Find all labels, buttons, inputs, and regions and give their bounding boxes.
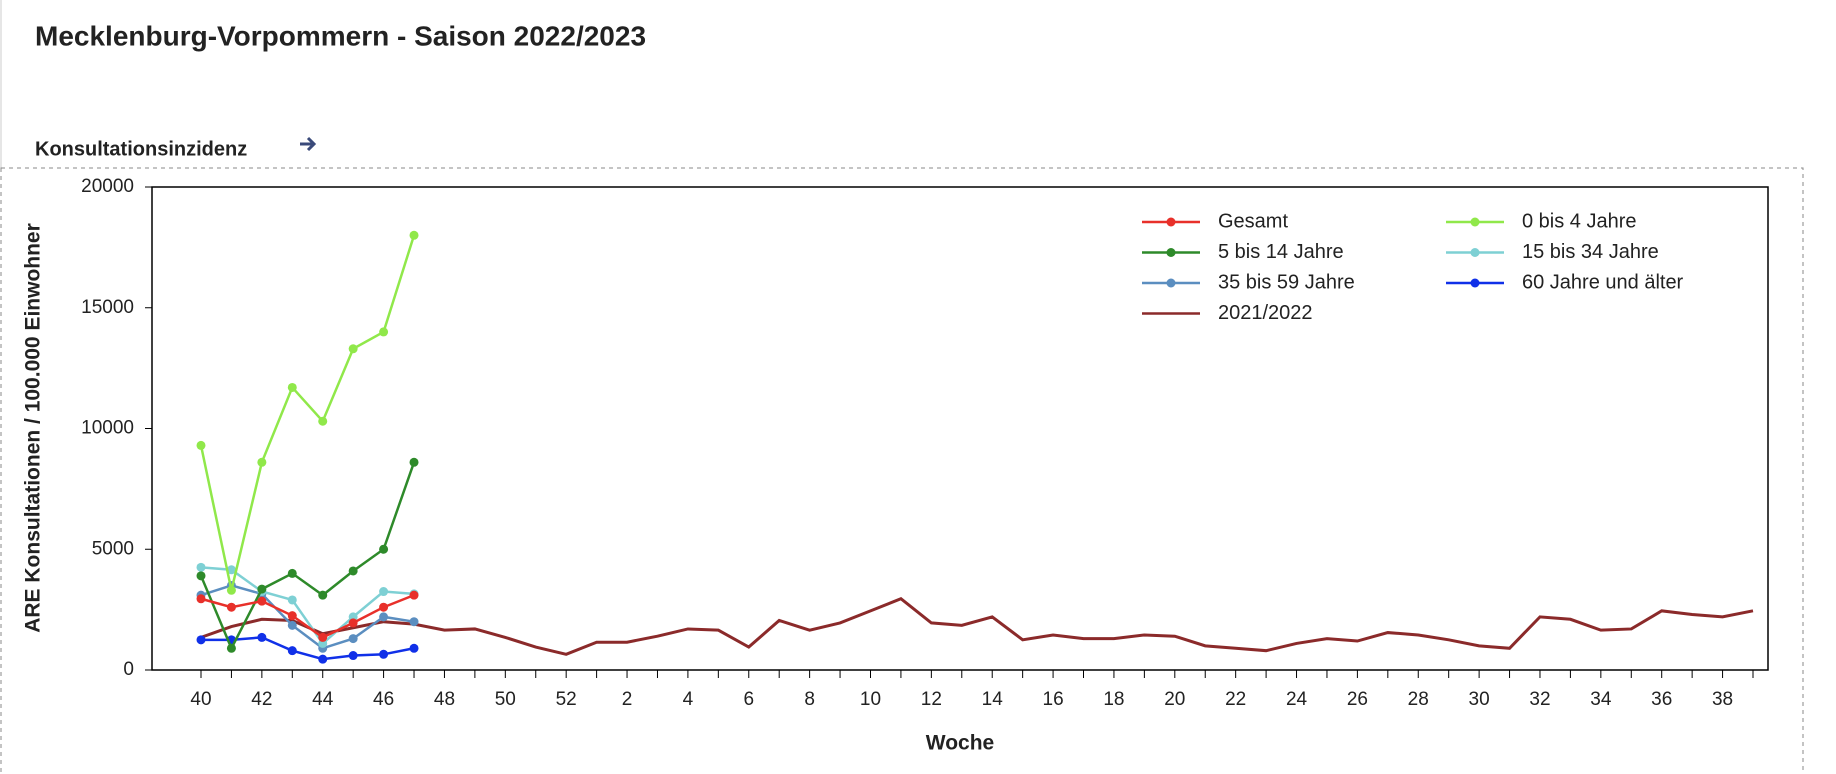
data-point <box>287 568 297 578</box>
data-point <box>409 230 419 240</box>
x-tick-label: 20 <box>1164 689 1185 710</box>
x-tick-label: 10 <box>860 689 881 710</box>
legend-label: 2021/2022 <box>1218 302 1313 324</box>
data-point <box>318 416 328 426</box>
section-link[interactable]: Konsultationsinzidenz <box>35 138 247 160</box>
legend-label: 15 bis 34 Jahre <box>1522 241 1659 263</box>
y-axis-title: ARE Konsultationen / 100.000 Einwohner <box>22 223 45 633</box>
x-tick-label: 28 <box>1408 689 1429 710</box>
x-tick-label: 36 <box>1651 689 1672 710</box>
legend-marker <box>1470 278 1480 288</box>
data-point <box>379 649 389 659</box>
series-line <box>199 461 416 652</box>
x-tick-label: 16 <box>1043 689 1064 710</box>
data-point <box>196 594 206 604</box>
x-axis-title: Woche <box>926 732 994 755</box>
data-point <box>226 585 236 595</box>
x-tick-label: 22 <box>1225 689 1246 710</box>
legend-marker <box>1166 278 1176 288</box>
x-tick-label: 50 <box>495 689 516 710</box>
data-point <box>348 566 358 576</box>
series-line <box>200 597 1754 656</box>
data-point <box>257 596 267 606</box>
data-point <box>379 327 389 337</box>
x-tick-label: 4 <box>683 689 694 710</box>
data-point <box>287 646 297 656</box>
data-point <box>287 611 297 621</box>
chart-frame <box>0 167 1804 774</box>
x-tick-label: 2 <box>622 689 633 710</box>
data-point <box>257 632 267 642</box>
data-point <box>226 602 236 612</box>
data-point <box>196 635 206 645</box>
series-line <box>199 234 416 591</box>
data-point <box>409 617 419 627</box>
data-point <box>196 562 206 572</box>
x-tick-label: 18 <box>1103 689 1124 710</box>
data-point <box>257 584 267 594</box>
data-point <box>379 587 389 597</box>
x-tick-label: 24 <box>1286 689 1308 710</box>
legend-label: Gesamt <box>1218 210 1288 232</box>
data-point <box>379 544 389 554</box>
arrow-icon[interactable] <box>300 136 317 152</box>
legend-label: 35 bis 59 Jahre <box>1218 271 1355 293</box>
x-tick-label: 48 <box>434 689 455 710</box>
data-point <box>287 620 297 630</box>
y-tick-label: 20000 <box>81 176 134 197</box>
y-tick-label: 5000 <box>92 538 134 559</box>
x-tick-label: 12 <box>921 689 942 710</box>
data-point <box>196 571 206 581</box>
data-point <box>287 382 297 392</box>
series-line <box>200 584 415 650</box>
x-tick-label: 46 <box>373 689 394 710</box>
data-point <box>409 590 419 600</box>
y-tick-label: 0 <box>123 659 134 680</box>
data-point <box>379 612 389 622</box>
x-tick-label: 40 <box>190 689 211 710</box>
series-line <box>200 593 415 639</box>
data-point <box>318 632 328 642</box>
data-point <box>196 440 206 450</box>
x-tick-label: 42 <box>251 689 272 710</box>
x-tick-label: 26 <box>1347 689 1368 710</box>
x-tick-label: 8 <box>804 689 815 710</box>
x-tick-label: 44 <box>312 689 334 710</box>
x-tick-label: 30 <box>1469 689 1490 710</box>
data-point <box>348 651 358 661</box>
legend-label: 60 Jahre und älter <box>1522 271 1684 293</box>
legend-marker <box>1470 248 1480 257</box>
data-point <box>318 654 328 664</box>
data-point <box>409 643 419 653</box>
data-point <box>379 602 389 612</box>
x-tick-label: 52 <box>556 689 577 710</box>
data-point <box>348 634 358 644</box>
x-tick-label: 14 <box>982 689 1004 710</box>
data-point <box>287 595 297 605</box>
x-tick-label: 34 <box>1590 689 1612 710</box>
page-title: Mecklenburg-Vorpommern - Saison 2022/202… <box>35 20 646 51</box>
legend-marker <box>1166 248 1176 257</box>
data-point <box>409 457 419 467</box>
legend-marker <box>1166 217 1176 227</box>
y-tick-label: 10000 <box>81 418 134 439</box>
y-tick-label: 15000 <box>81 297 134 318</box>
legend-marker <box>1470 217 1480 227</box>
data-point <box>318 590 328 600</box>
data-point <box>257 457 267 467</box>
legend-label: 0 bis 4 Jahre <box>1522 210 1637 232</box>
data-point <box>348 618 358 628</box>
x-tick-label: 32 <box>1529 689 1550 710</box>
x-tick-label: 6 <box>743 689 754 710</box>
x-tick-label: 38 <box>1712 689 1733 710</box>
data-point <box>226 565 236 575</box>
data-point <box>226 643 236 653</box>
legend-label: 5 bis 14 Jahre <box>1218 241 1344 263</box>
data-point <box>348 344 358 354</box>
